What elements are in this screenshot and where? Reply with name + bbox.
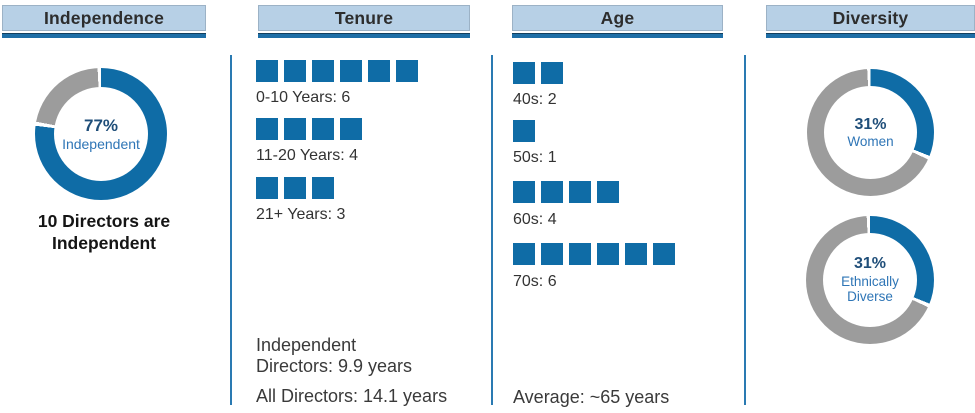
donut-center-label: 77% Independent [35, 68, 167, 200]
tenure-label-11-20: 11-20 Years: 4 [256, 147, 359, 164]
vertical-divider [744, 55, 746, 405]
unit-square [625, 243, 647, 265]
age-label-70s: 70s: 6 [513, 273, 557, 290]
donut-center-label: 31% Women [807, 69, 934, 196]
ethnic-percent-label-line2: Diverse [847, 289, 893, 305]
women-percent-label: Women [847, 133, 894, 149]
section-header-age: Age [512, 5, 723, 31]
independence-percent-value: 77% [83, 116, 119, 136]
age-label-40s: 40s: 2 [513, 91, 557, 108]
tenure-units-0-10 [256, 60, 418, 82]
tenure-label-0-10: 0-10 Years: 6 [256, 89, 351, 106]
donut-hole [824, 86, 917, 179]
unit-square [597, 243, 619, 265]
tenure-label-21plus: 21+ Years: 3 [256, 206, 346, 223]
unit-square [340, 118, 362, 140]
ethnic-percent-value: 31% [853, 255, 887, 273]
age-units-50s [513, 120, 535, 142]
unit-square [513, 120, 535, 142]
section-header-diversity: Diversity [766, 5, 975, 31]
independence-donut-chart: 77% Independent [35, 68, 167, 200]
age-units-60s [513, 181, 619, 203]
unit-square [256, 118, 278, 140]
tenure-footnote-all-directors: All Directors: 14.1 years [256, 386, 447, 407]
unit-square [597, 181, 619, 203]
footnote-line: Directors: 9.9 years [256, 356, 413, 376]
section-header-tenure: Tenure [258, 5, 470, 31]
unit-square [284, 177, 306, 199]
unit-square [284, 60, 306, 82]
age-units-40s [513, 62, 563, 84]
women-donut-chart: 31% Women [807, 69, 934, 196]
unit-square [340, 60, 362, 82]
header-underline-tenure [258, 33, 470, 38]
ethnically-diverse-donut-chart: 31% Ethnically Diverse [806, 216, 934, 344]
header-underline-diversity [766, 33, 975, 38]
unit-square [513, 181, 535, 203]
unit-square [541, 243, 563, 265]
header-underline-age [512, 33, 723, 38]
header-underline-independence [2, 33, 206, 38]
unit-square [513, 243, 535, 265]
unit-square [541, 181, 563, 203]
unit-square [256, 177, 278, 199]
independence-caption: 10 Directors are Independent [2, 210, 206, 254]
unit-square [312, 118, 334, 140]
unit-square [312, 177, 334, 199]
unit-square [256, 60, 278, 82]
vertical-divider [491, 55, 493, 405]
vertical-divider [230, 55, 232, 405]
age-units-70s [513, 243, 675, 265]
footnote-line: Average: ~65 years [513, 387, 670, 407]
donut-hole [823, 233, 917, 327]
unit-square [284, 118, 306, 140]
tenure-units-21plus [256, 177, 334, 199]
tenure-footnote-independent-directors: Independent Directors: 9.9 years [256, 335, 412, 377]
independence-caption-line1: 10 Directors are [37, 211, 171, 231]
footnote-line: Independent [256, 335, 357, 355]
unit-square [312, 60, 334, 82]
age-label-60s: 60s: 4 [513, 211, 557, 228]
unit-square [569, 243, 591, 265]
unit-square [541, 62, 563, 84]
age-footnote-average: Average: ~65 years [513, 387, 669, 408]
unit-square [569, 181, 591, 203]
age-label-50s: 50s: 1 [513, 149, 557, 166]
women-percent-value: 31% [854, 115, 887, 133]
donut-center-label: 31% Ethnically Diverse [806, 216, 934, 344]
tenure-units-11-20 [256, 118, 362, 140]
ethnic-percent-label-line1: Ethnically [841, 273, 899, 289]
footnote-line: All Directors: 14.1 years [256, 386, 448, 406]
unit-square [513, 62, 535, 84]
donut-hole [54, 87, 148, 181]
independence-caption-line2: Independent [51, 233, 157, 253]
section-header-independence: Independence [2, 5, 206, 31]
unit-square [396, 60, 418, 82]
unit-square [653, 243, 675, 265]
independence-percent-label: Independent [62, 135, 140, 152]
unit-square [368, 60, 390, 82]
